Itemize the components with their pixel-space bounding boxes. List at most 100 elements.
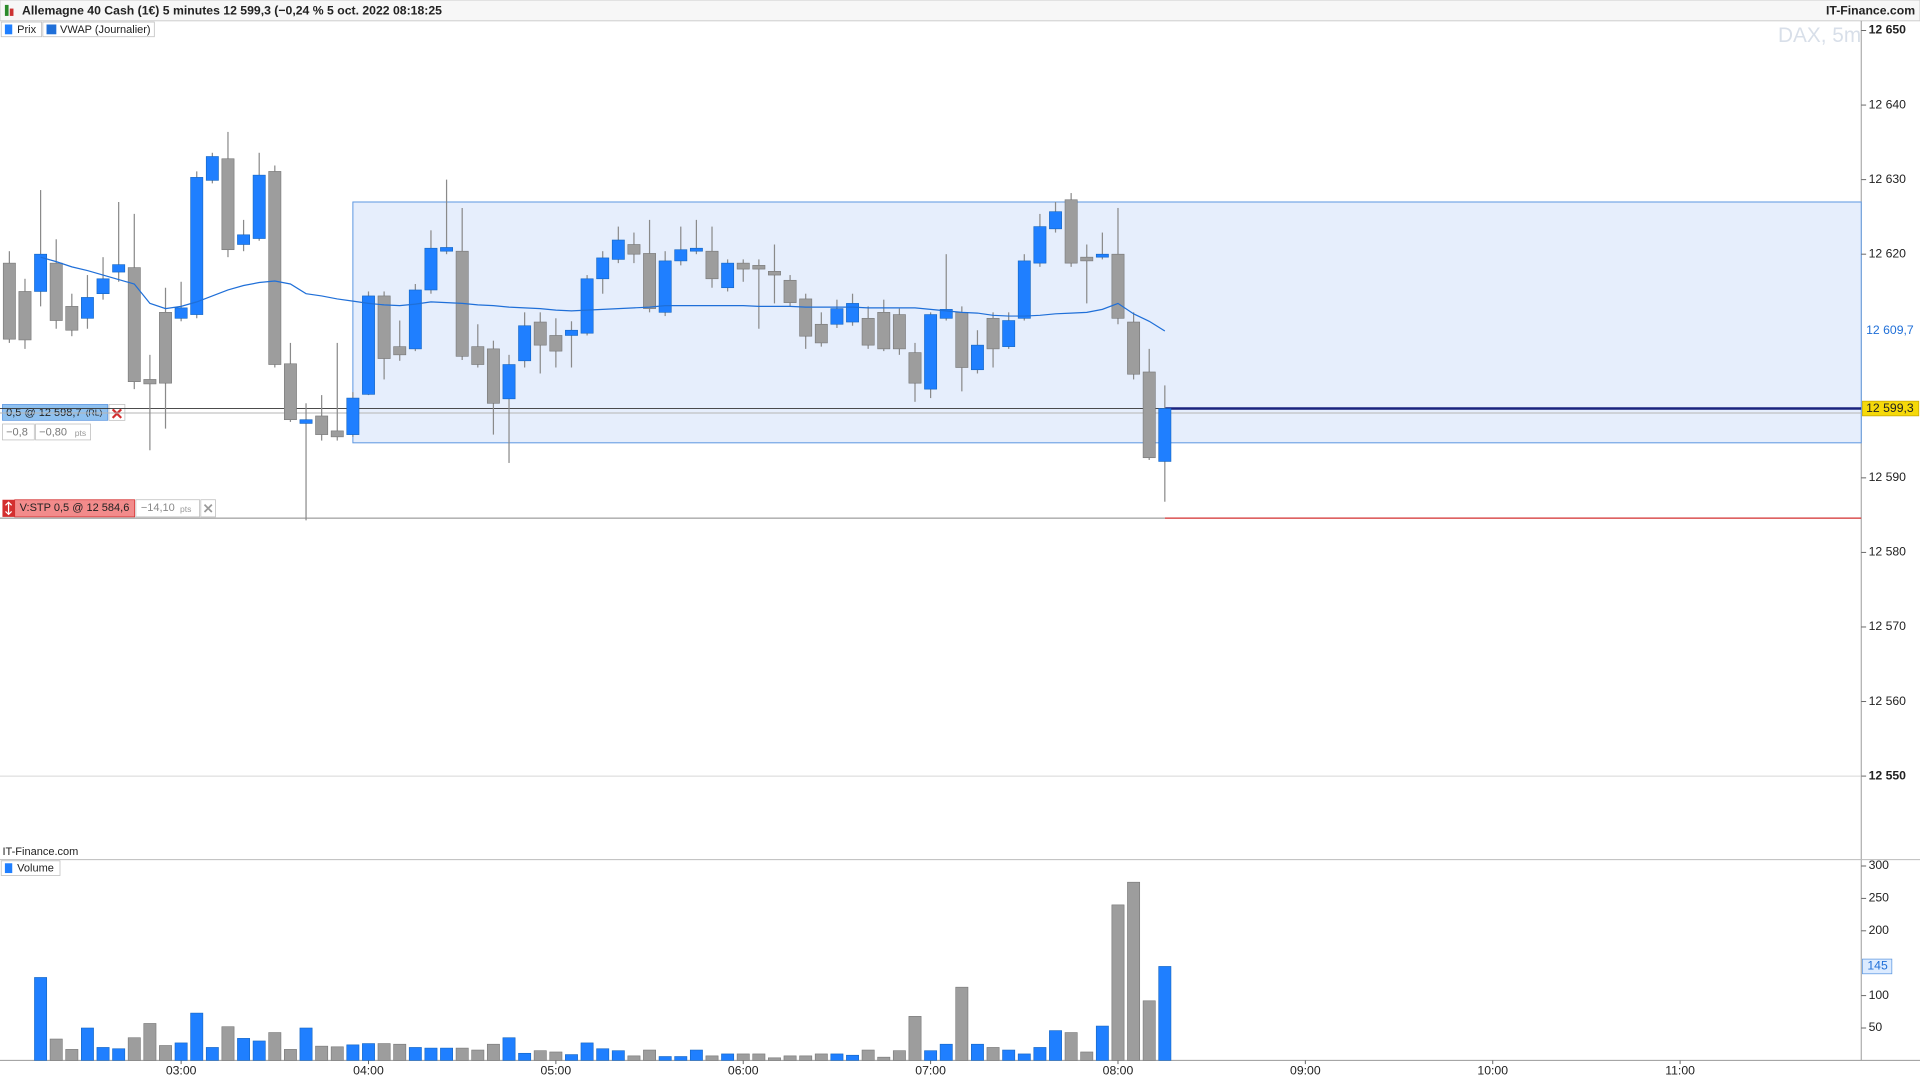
x-tick-label: 04:00: [353, 1064, 384, 1078]
x-tick-label: 07:00: [915, 1064, 946, 1078]
candle-body: [533, 321, 547, 346]
volume-bar: [752, 1053, 766, 1061]
candle-body: [408, 289, 422, 350]
header-title: Allemagne 40 Cash (1€) 5 minutes 12 599,…: [22, 3, 442, 17]
volume-bar: [1002, 1049, 1016, 1061]
header-icon: [4, 4, 9, 16]
header-icon: [9, 8, 14, 16]
y-tick-label: 12 590: [1869, 470, 1907, 484]
candle-body: [846, 303, 859, 323]
volume-bar: [799, 1055, 813, 1061]
volume-bar: [689, 1049, 703, 1061]
candle-body: [814, 323, 828, 344]
volume-bar: [768, 1057, 781, 1061]
legend-label[interactable]: VWAP (Journalier): [60, 24, 151, 36]
candle-body: [752, 265, 766, 270]
volume-bar: [486, 1043, 500, 1061]
y-tick-label: 12 570: [1869, 619, 1907, 633]
volume-bar: [721, 1053, 735, 1061]
volume-bar: [408, 1047, 422, 1061]
candle-body: [861, 317, 875, 346]
candle-body: [736, 262, 750, 270]
candle-body: [1017, 260, 1031, 319]
candle-body: [939, 309, 953, 319]
candle-body: [377, 295, 391, 359]
volume-bar: [346, 1044, 360, 1061]
y-tick-label: 100: [1869, 988, 1890, 1002]
volume-bar: [283, 1049, 297, 1061]
candle-body: [892, 314, 906, 350]
candle-body: [565, 329, 578, 336]
volume-bar: [34, 977, 48, 1061]
volume-bar: [1142, 1000, 1156, 1061]
candle-body: [1049, 211, 1062, 230]
candle-body: [877, 312, 891, 350]
volume-bar: [580, 1042, 594, 1061]
candle-body: [18, 291, 32, 341]
candle-body: [299, 419, 313, 424]
candle-body: [986, 317, 1000, 350]
candle-body: [1080, 256, 1094, 262]
candle-body: [518, 325, 532, 362]
legend: Prix VWAP (Journalier) Volume 0,5 @ 12 5…: [0, 21, 216, 876]
volume-bar: [237, 1038, 251, 1061]
volume-bar: [908, 1016, 922, 1061]
order-diff-box: [2, 423, 35, 441]
legend-box: [0, 860, 61, 876]
candle-body: [596, 257, 610, 280]
candle-body: [393, 346, 407, 356]
volume-bar: [440, 1047, 453, 1061]
volume-bar: [315, 1045, 329, 1061]
volume-bar: [1049, 1030, 1062, 1061]
volume-bar: [471, 1049, 485, 1061]
volume-bar: [846, 1054, 859, 1061]
y-tick-label: 200: [1869, 923, 1890, 937]
volume-bar: [143, 1023, 157, 1061]
candle-body: [1033, 226, 1047, 264]
legend-swatch: [4, 24, 13, 35]
volume-bar: [658, 1056, 672, 1061]
x-tick-label: 10:00: [1477, 1064, 1508, 1078]
volume-bar: [362, 1043, 375, 1061]
volume-bar: [112, 1048, 126, 1061]
vwap-badge: 12 609,7: [1866, 323, 1914, 337]
candle-body: [1002, 320, 1016, 347]
stop-cancel-icon: [203, 504, 213, 513]
volume-bar: [518, 1052, 532, 1061]
volume-bar: [596, 1048, 610, 1061]
candle-body: [346, 397, 360, 435]
candle-body: [830, 308, 844, 325]
y-tick-label: 50: [1869, 1020, 1883, 1034]
candle-body: [502, 364, 516, 400]
vwap-line: [40, 256, 1166, 332]
volume-bar: [861, 1049, 875, 1061]
y-tick-label: 12 560: [1869, 694, 1907, 708]
volume-bar: [611, 1050, 625, 1061]
y-tick-label: 12 620: [1869, 246, 1907, 260]
candle-body: [127, 267, 141, 382]
volume-bar: [377, 1043, 391, 1061]
volume-bar: [393, 1043, 407, 1061]
candle-body: [283, 363, 297, 421]
credit: IT-Finance.com: [2, 846, 78, 858]
legend-label[interactable]: Volume: [17, 863, 54, 875]
candle-body: [1095, 253, 1109, 258]
x-tick-label: 05:00: [541, 1064, 572, 1078]
volume-bar: [939, 1043, 953, 1061]
volume-bar: [96, 1047, 110, 1061]
y-tick-label: 300: [1869, 858, 1890, 872]
candle-body: [955, 312, 969, 368]
legend-label[interactable]: Prix: [17, 24, 36, 36]
stop-pnl-box: [135, 499, 200, 518]
volume-bar: [533, 1050, 547, 1061]
candle-body: [252, 174, 266, 239]
y-tick-label: 12 650: [1869, 23, 1907, 37]
header-bar: [0, 0, 1920, 22]
range-zone: [352, 201, 1862, 444]
volume-bar: [924, 1050, 938, 1061]
volume-bar: [971, 1043, 984, 1061]
volume-bar: [986, 1047, 1000, 1061]
volume-bar: [127, 1037, 141, 1061]
order-diff: −0,8: [6, 426, 28, 438]
